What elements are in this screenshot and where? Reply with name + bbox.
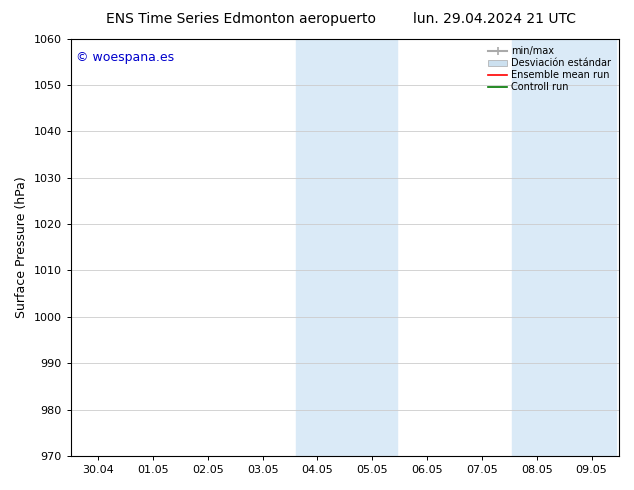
- Text: © woespana.es: © woespana.es: [76, 51, 174, 64]
- Legend: min/max, Desviación estándar, Ensemble mean run, Controll run: min/max, Desviación estándar, Ensemble m…: [485, 44, 614, 95]
- Text: ENS Time Series Edmonton aeropuerto: ENS Time Series Edmonton aeropuerto: [106, 12, 376, 26]
- Bar: [512, 39, 616, 456]
- Bar: [295, 39, 397, 456]
- Y-axis label: Surface Pressure (hPa): Surface Pressure (hPa): [15, 176, 28, 318]
- Text: lun. 29.04.2024 21 UTC: lun. 29.04.2024 21 UTC: [413, 12, 576, 26]
